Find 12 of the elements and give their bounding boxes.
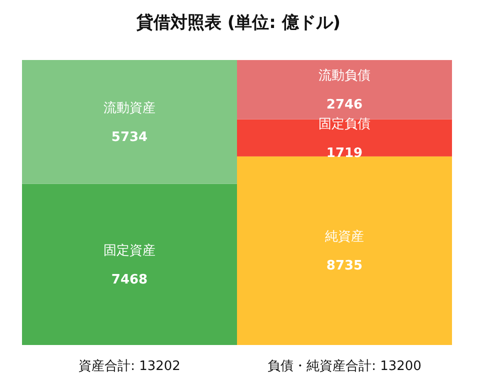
- x-tick-label: 資産合計: 13202: [78, 358, 180, 374]
- data-label: 7468: [111, 272, 148, 288]
- data-label: 8735: [326, 258, 363, 274]
- data-label: 5734: [111, 130, 148, 145]
- series-label: 流動負債: [318, 68, 370, 84]
- series-label: 純資産: [325, 228, 364, 245]
- series-label: 流動資産: [104, 100, 156, 116]
- series-label: 固定資産: [104, 242, 156, 258]
- data-label: 2746: [326, 98, 363, 113]
- series-label: 固定負債: [318, 116, 370, 132]
- chart-title: 貸借対照表 (単位: 億ドル): [135, 13, 341, 33]
- x-tick-label: 負債・純資産合計: 13200: [268, 358, 422, 374]
